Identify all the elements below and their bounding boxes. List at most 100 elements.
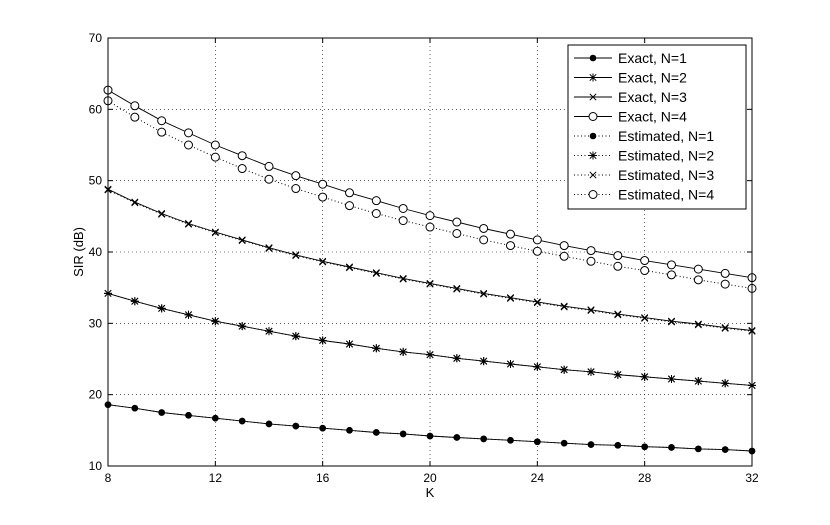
x-marker-stroke <box>480 290 488 298</box>
x-tick-label: 24 <box>531 471 545 485</box>
legend-label: Exact, N=2 <box>618 70 687 86</box>
x-tick-label: 16 <box>316 471 330 485</box>
data-point <box>212 414 219 422</box>
x-marker-stroke <box>372 269 380 277</box>
x-marker-stroke <box>506 294 515 302</box>
star-marker-stroke <box>399 347 408 356</box>
data-point <box>667 270 676 280</box>
data-point <box>131 404 139 412</box>
x-marker-stroke <box>587 306 595 314</box>
x-marker-stroke <box>211 228 219 236</box>
x-marker-stroke <box>480 289 488 297</box>
x-marker-stroke <box>641 314 649 322</box>
x-marker-stroke <box>694 320 702 328</box>
legend-label: Estimated, N=2 <box>618 148 714 164</box>
x-marker-stroke <box>131 199 139 207</box>
data-point <box>265 244 273 252</box>
data-point <box>373 429 380 436</box>
data-point <box>345 340 354 349</box>
data-point <box>559 251 569 261</box>
data-point <box>506 294 515 302</box>
x-marker-stroke <box>184 219 193 228</box>
data-point <box>453 285 461 293</box>
y-tick-label: 10 <box>89 459 103 473</box>
data-point <box>721 379 730 388</box>
data-point <box>318 192 328 202</box>
star-marker-stroke <box>238 322 247 331</box>
data-point <box>641 314 649 322</box>
data-point <box>667 317 676 325</box>
y-tick-label: 60 <box>89 102 103 116</box>
data-point <box>345 263 354 271</box>
data-point <box>426 279 434 287</box>
data-point <box>184 220 193 228</box>
data-point <box>721 446 729 453</box>
legend-marker <box>589 171 597 179</box>
x-marker-stroke <box>641 314 649 322</box>
data-point <box>667 318 676 326</box>
data-point <box>479 357 488 366</box>
data-point <box>640 256 650 266</box>
data-point <box>614 310 622 318</box>
data-point <box>452 217 462 227</box>
data-point <box>640 266 650 276</box>
data-point <box>184 128 193 138</box>
x-tick-label: 8 <box>105 471 112 485</box>
data-point <box>426 350 434 359</box>
x-marker-stroke <box>506 294 515 302</box>
star-marker-stroke <box>560 365 569 374</box>
data-point <box>453 284 461 292</box>
star-marker-stroke <box>640 372 649 381</box>
data-point <box>506 241 515 251</box>
x-marker-stroke <box>319 257 327 265</box>
legend-entry-exact-n-2: Exact, N=2 <box>574 70 687 86</box>
data-point <box>586 246 596 256</box>
data-point <box>399 274 407 282</box>
data-point <box>372 344 381 353</box>
y-tick-label: 40 <box>89 245 103 259</box>
star-marker-stroke <box>318 336 327 345</box>
legend-marker <box>589 132 597 140</box>
data-point <box>345 264 354 272</box>
star-marker-stroke <box>589 73 597 82</box>
star-marker-stroke <box>721 379 730 388</box>
data-point <box>479 223 489 233</box>
data-point <box>425 211 435 221</box>
data-point <box>130 101 140 111</box>
data-point <box>158 210 166 218</box>
data-point <box>399 430 407 438</box>
x-marker-stroke <box>184 220 193 228</box>
data-point <box>640 372 649 381</box>
star-marker-stroke <box>184 310 193 319</box>
data-point <box>292 252 300 260</box>
star-marker-stroke <box>372 344 381 353</box>
legend-marker <box>588 190 598 199</box>
legend-marker <box>589 151 597 160</box>
x-marker-stroke <box>238 237 246 245</box>
data-point <box>264 174 274 184</box>
data-point <box>184 310 193 319</box>
star-marker-stroke <box>452 354 461 363</box>
data-point <box>533 298 541 306</box>
legend-marker <box>588 112 598 121</box>
star-marker-stroke <box>265 327 273 336</box>
data-point <box>641 314 649 322</box>
data-point <box>158 209 166 218</box>
legend-box <box>567 44 747 210</box>
x-marker-stroke <box>589 93 597 101</box>
data-point <box>238 237 246 245</box>
x-tick-label: 28 <box>638 471 652 485</box>
star-marker-stroke <box>589 151 597 160</box>
legend-entry-estimated-n-3: Estimated, N=3 <box>574 167 714 183</box>
data-point <box>238 322 247 331</box>
data-point <box>613 251 623 261</box>
data-point <box>211 317 220 326</box>
data-point <box>318 336 327 345</box>
y-tick-label: 30 <box>89 316 103 330</box>
star-marker-stroke <box>533 362 542 371</box>
data-point <box>694 321 702 329</box>
x-marker-stroke <box>426 279 434 287</box>
data-point <box>587 441 595 448</box>
data-point <box>613 261 623 271</box>
y-axis-label: SIR (dB) <box>71 227 86 277</box>
